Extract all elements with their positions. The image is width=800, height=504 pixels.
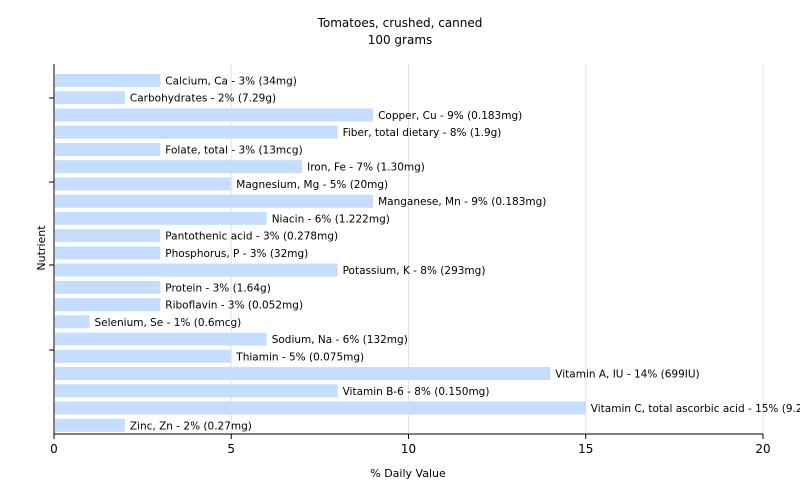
bar [55,74,160,87]
bar-label: Sodium, Na - 6% (132mg) [272,334,408,346]
bar [55,126,338,139]
bar-label: Magnesium, Mg - 5% (20mg) [236,179,388,191]
bar-label: Selenium, Se - 1% (0.6mcg) [95,317,242,329]
bar-label: Copper, Cu - 9% (0.183mg) [378,110,522,122]
bar [55,177,231,190]
bar [55,160,302,173]
bar-label: Protein - 3% (1.64g) [165,282,271,294]
bar [55,195,373,208]
bar [55,143,160,156]
bar [55,109,373,122]
bar [55,419,125,432]
bar-layer [55,74,586,432]
bar [55,298,160,311]
x-tick-label: 20 [755,442,770,456]
bar [55,350,231,363]
bar-label: Carbohydrates - 2% (7.29g) [130,93,276,105]
bar-label: Riboflavin - 3% (0.052mg) [165,300,303,312]
bar-label: Potassium, K - 8% (293mg) [343,265,486,277]
bar [55,91,125,104]
bar [55,281,160,294]
x-tick-label: 5 [227,442,235,456]
bar [55,315,90,328]
bar-label: Manganese, Mn - 9% (0.183mg) [378,196,546,208]
bar [55,384,338,397]
y-axis-label: Nutrient [35,225,48,271]
chart-subtitle: 100 grams [368,33,433,47]
bar [55,333,267,346]
bar-label: Vitamin C, total ascorbic acid - 15% (9.… [591,403,800,415]
bar-label: Vitamin A, IU - 14% (699IU) [555,369,699,381]
x-tick-label: 15 [578,442,593,456]
bar-label: Iron, Fe - 7% (1.30mg) [307,162,425,174]
bar-label: Pantothenic acid - 3% (0.278mg) [165,231,338,243]
bar-label: Folate, total - 3% (13mcg) [165,145,302,157]
bar-label: Vitamin B-6 - 8% (0.150mg) [343,386,490,398]
x-tick-label: 0 [50,442,58,456]
bar-label: Phosphorus, P - 3% (32mg) [165,248,308,260]
bar [55,367,550,380]
bar [55,402,586,415]
bar-label: Niacin - 6% (1.222mg) [272,213,390,225]
bar [55,212,267,225]
bar-label: Calcium, Ca - 3% (34mg) [165,76,297,88]
bar-label: Fiber, total dietary - 8% (1.9g) [343,127,502,139]
bar [55,229,160,242]
x-tick-label: 10 [401,442,416,456]
chart-title: Tomatoes, crushed, canned [317,16,483,30]
bar [55,246,160,259]
x-axis-label: % Daily Value [370,467,446,480]
bar [55,264,338,277]
bar-label: Thiamin - 5% (0.075mg) [235,351,364,363]
bar-label: Zinc, Zn - 2% (0.27mg) [130,420,252,432]
